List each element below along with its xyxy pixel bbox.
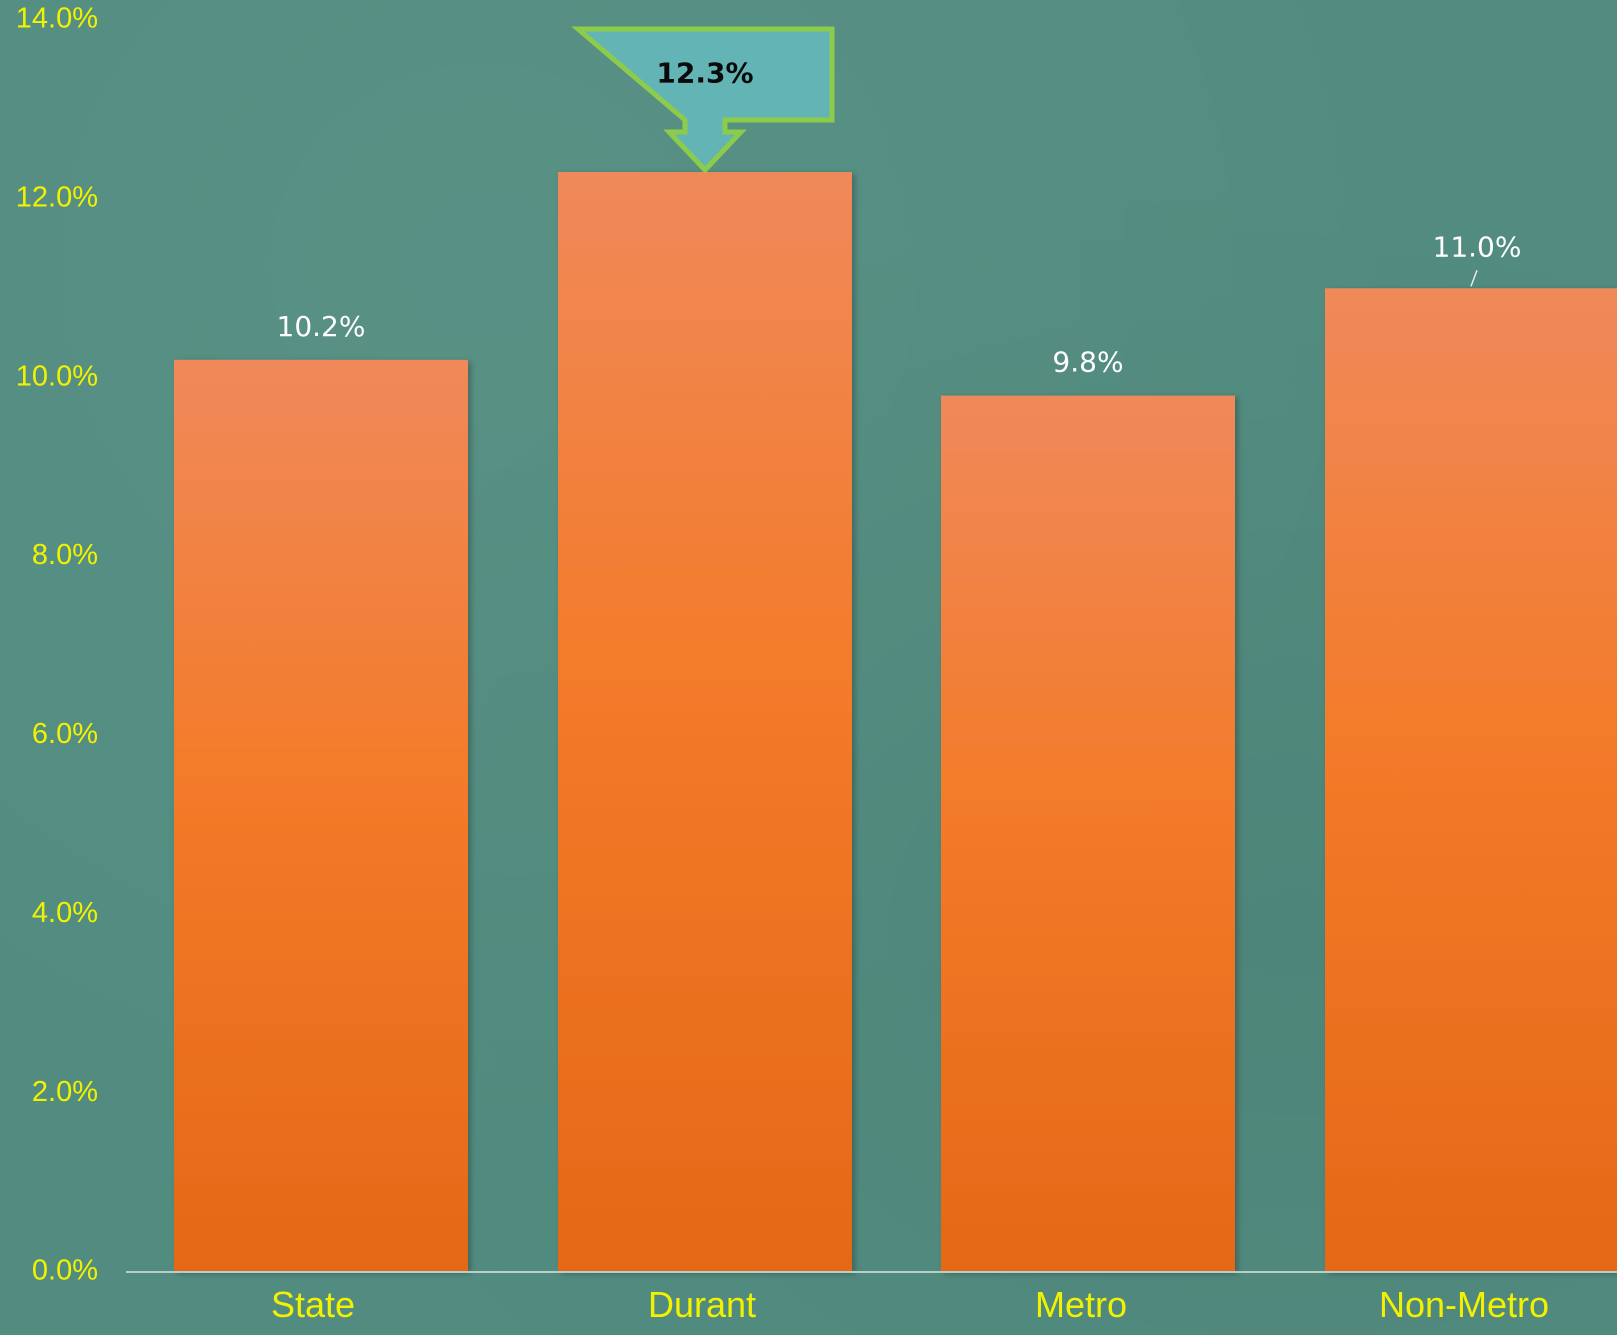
y-tick-label: 8.0% (32, 539, 98, 571)
bar-durant (558, 172, 852, 1272)
x-tick-label: State (271, 1284, 355, 1325)
x-tick-label: Metro (1035, 1284, 1127, 1325)
bar-metro (941, 395, 1235, 1273)
x-tick-label: Non-Metro (1379, 1284, 1549, 1325)
y-axis: 0.0% 2.0% 4.0% 6.0% 8.0% 10.0% 12.0% 14.0% (16, 3, 98, 1287)
bar-state (174, 359, 468, 1272)
bars (174, 172, 1617, 1273)
y-tick-label: 12.0% (16, 182, 98, 214)
y-tick-label: 6.0% (32, 718, 98, 750)
highlight-callout: 12.3% (571, 26, 835, 174)
callout-shape (571, 26, 835, 174)
bar-non-metro (1325, 288, 1617, 1272)
y-tick-label: 0.0% (32, 1255, 98, 1287)
data-label: 10.2% (277, 310, 366, 343)
data-label-highlighted: 12.3% (656, 57, 753, 90)
x-axis: State Durant Metro Non-Metro (126, 1271, 1617, 1325)
y-tick-label: 10.0% (16, 360, 98, 392)
data-label: 11.0% (1433, 230, 1522, 263)
y-tick-label: 4.0% (32, 897, 98, 929)
x-tick-label: Durant (648, 1284, 756, 1325)
data-label: 9.8% (1052, 346, 1123, 379)
value-labels: 10.2% 9.8% 11.0% (277, 230, 1522, 378)
y-tick-label: 14.0% (16, 3, 98, 35)
data-label-leader-line (1470, 270, 1478, 287)
y-tick-label: 2.0% (32, 1076, 98, 1108)
